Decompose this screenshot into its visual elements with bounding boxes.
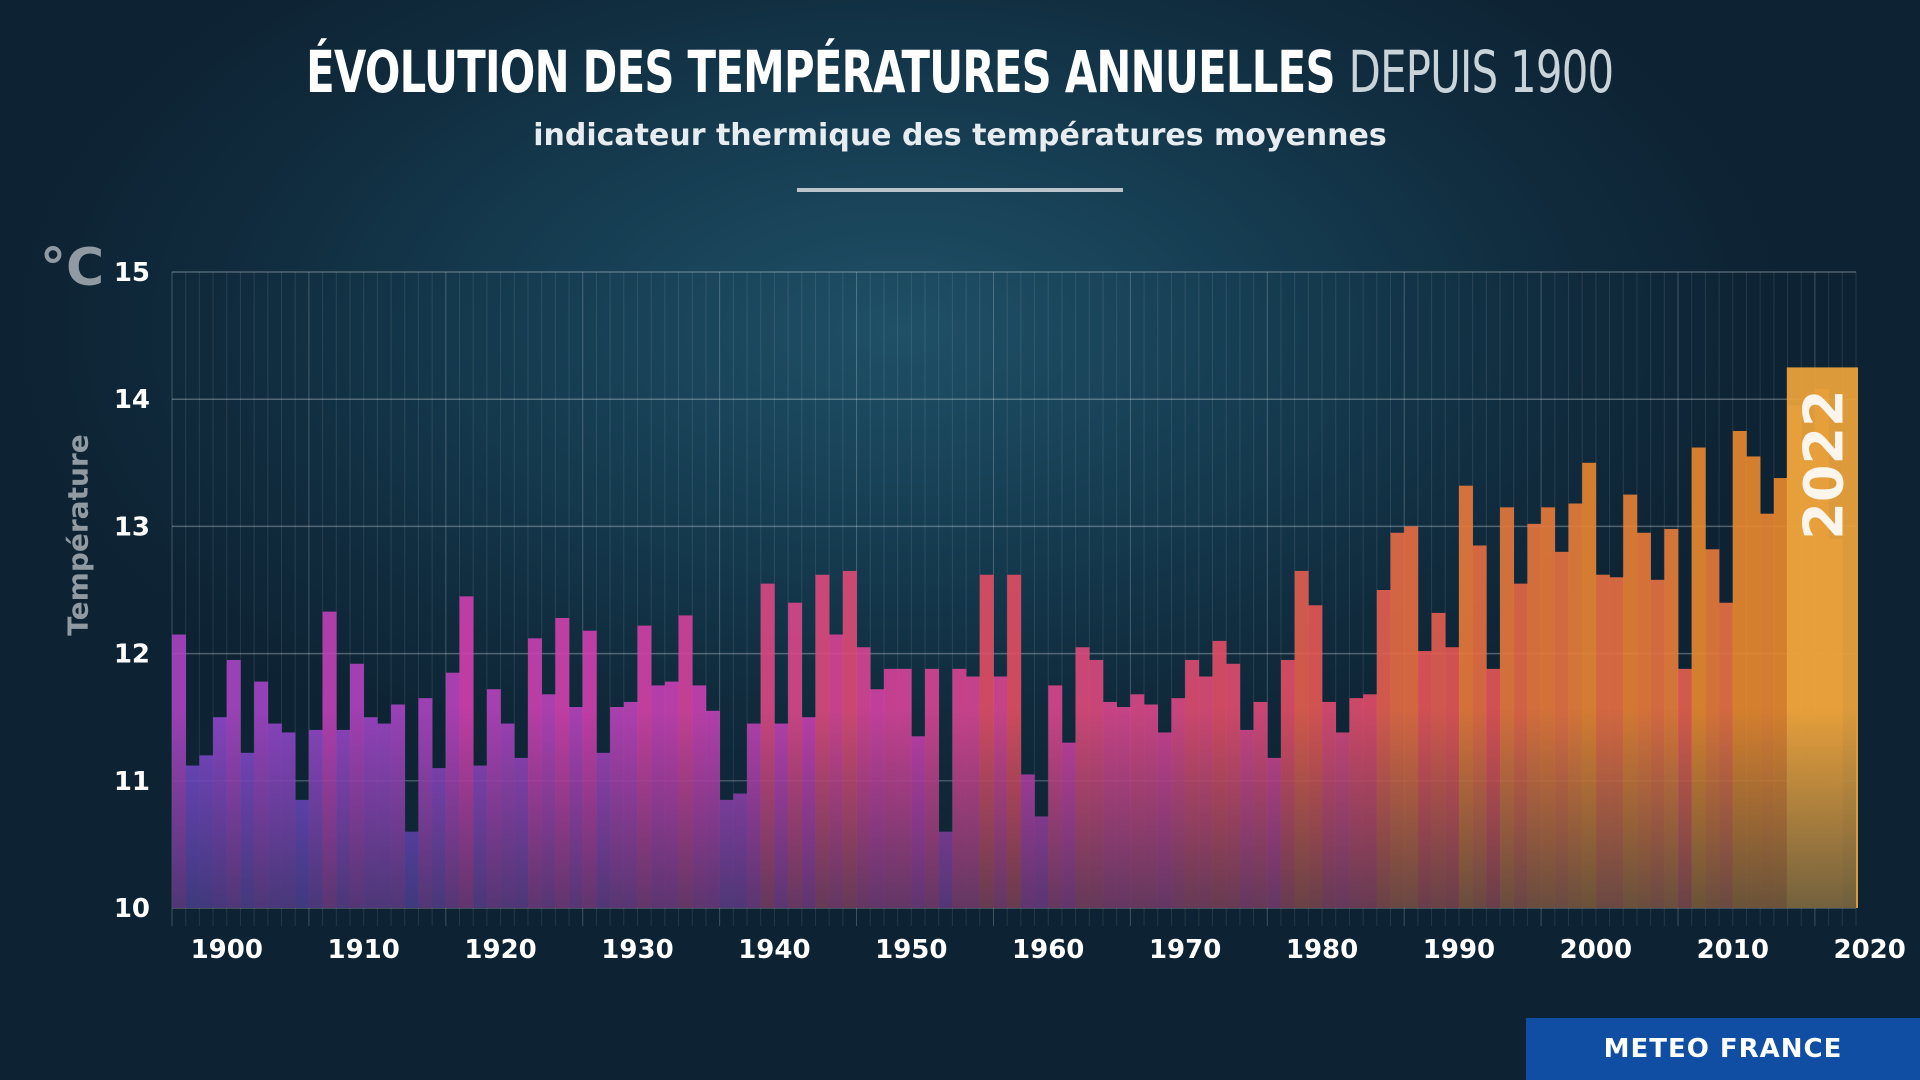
y-tick-label: 11 [114, 767, 150, 797]
y-ticks: 10 11 12 13 14 15 [114, 258, 150, 924]
highlight-layer: 2022 [1792, 389, 1855, 539]
chart-title: ÉVOLUTION DES TEMPÉRATURES ANNUELLES DEP… [0, 38, 1920, 106]
brand-logo: METEO FRANCE [1526, 1018, 1920, 1080]
x-tick-label: 2000 [1560, 935, 1632, 965]
x-tick-label: 1960 [1012, 935, 1084, 965]
chart-title-light: DEPUIS 1900 [1348, 38, 1614, 106]
chart-subtitle: indicateur thermique des températures mo… [533, 118, 1387, 153]
title-divider [797, 188, 1123, 192]
x-tick-label: 2010 [1697, 935, 1769, 965]
y-tick-label: 12 [114, 640, 150, 670]
x-tick-label: 1950 [875, 935, 947, 965]
y-tick-label: 13 [114, 512, 150, 542]
unit-label: °C [40, 238, 105, 298]
x-tick-label: 1920 [464, 935, 536, 965]
x-ticks: 1900 1910 1920 1930 1940 1950 1960 1970 1980 1990… [191, 935, 1906, 965]
highlight-year-label: 2022 [1792, 389, 1855, 539]
x-tick-label: 1970 [1149, 935, 1221, 965]
y-tick-label: 15 [114, 258, 150, 288]
x-tick-label: 1930 [601, 935, 673, 965]
brand-name: METEO FRANCE [1603, 1034, 1843, 1064]
x-tick-label: 1910 [327, 935, 399, 965]
x-tick-label: 1940 [738, 935, 810, 965]
y-tick-label: 14 [114, 385, 150, 415]
x-tick-label: 1900 [191, 935, 263, 965]
y-tick-label: 10 [114, 894, 150, 924]
x-tick-label: 1990 [1423, 935, 1495, 965]
bottom-fade [172, 708, 1856, 908]
x-tick-label: 2020 [1834, 935, 1906, 965]
x-tick-label: 1980 [1286, 935, 1358, 965]
chart-title-bold: ÉVOLUTION DES TEMPÉRATURES ANNUELLES [306, 38, 1336, 106]
